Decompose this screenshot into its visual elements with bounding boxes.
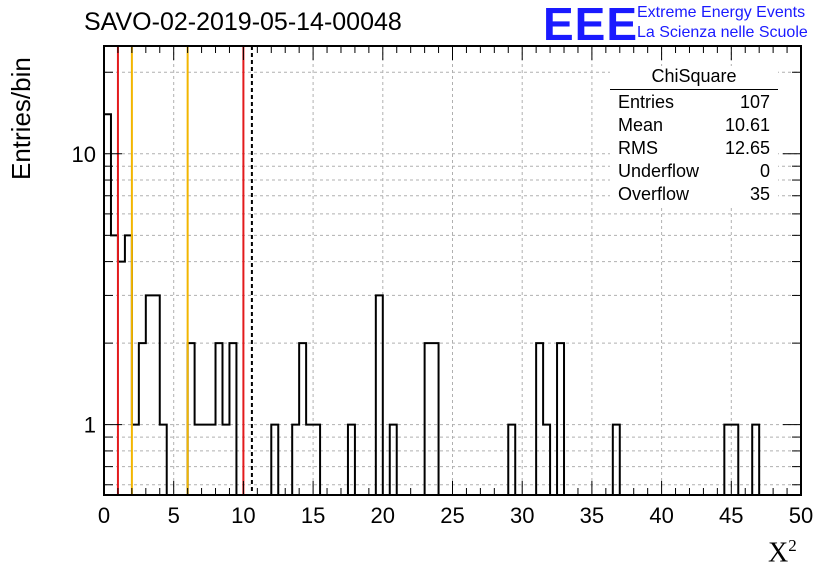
x-tick-label: 5	[168, 503, 180, 528]
histogram-bin	[557, 343, 564, 495]
histogram-bin	[188, 343, 195, 495]
histogram-bin	[195, 425, 202, 495]
run-title: SAVO-02-2019-05-14-00048	[84, 8, 402, 36]
x-tick-label: 40	[649, 503, 673, 528]
histogram-bin	[271, 425, 278, 495]
histogram-bin	[508, 425, 515, 495]
x-tick-label: 0	[98, 503, 110, 528]
x-axis-label: X2	[768, 536, 797, 569]
histogram-bin	[222, 425, 229, 495]
histogram-bin	[536, 343, 543, 495]
histogram-bin	[432, 343, 439, 495]
histogram-bin	[118, 262, 125, 495]
histogram-bin	[731, 425, 738, 495]
histogram-bin	[299, 343, 306, 495]
histogram-bin	[613, 425, 620, 495]
x-tick-label: 20	[371, 503, 395, 528]
histogram-bin	[139, 343, 146, 495]
stats-row-rms: RMS 12.65	[618, 138, 770, 158]
eee-logo: EEE	[543, 0, 639, 50]
logo-subtitle-line2: La Scienza nelle Scuole	[637, 24, 808, 41]
histogram-bin	[313, 425, 320, 495]
histogram-bin	[724, 425, 731, 495]
x-tick-label: 50	[789, 503, 813, 528]
histogram-bin	[125, 235, 132, 495]
x-tick-label: 10	[231, 503, 255, 528]
histogram-bin	[209, 425, 216, 495]
histogram-bin	[111, 235, 118, 495]
stats-row-overflow: Overflow 35	[618, 184, 770, 204]
histogram-bin	[104, 114, 111, 495]
stats-box: ChiSquare Entries 107 Mean 10.61 RMS 12.65 …	[610, 66, 778, 206]
stats-title: ChiSquare	[610, 66, 778, 90]
histogram-bin	[390, 425, 397, 495]
histogram-bin	[292, 425, 299, 495]
histogram-bin	[202, 425, 209, 495]
x-tick-label: 45	[719, 503, 743, 528]
stats-row-mean: Mean 10.61	[618, 115, 770, 135]
x-tick-label: 30	[510, 503, 534, 528]
histogram-bin	[752, 425, 759, 495]
histogram-bin	[216, 343, 223, 495]
histogram-bin	[160, 425, 167, 495]
histogram-bin	[132, 425, 139, 495]
stats-row-underflow: Underflow 0	[618, 161, 770, 181]
y-tick-label: 1	[84, 413, 96, 438]
histogram-bin	[306, 425, 313, 495]
histogram-bin	[425, 343, 432, 495]
x-tick-label: 15	[301, 503, 325, 528]
logo-subtitle-line1: Extreme Energy Events	[637, 4, 806, 21]
x-tick-label: 35	[580, 503, 604, 528]
histogram-bin	[229, 343, 236, 495]
histogram-bin	[376, 295, 383, 495]
y-tick-label: 10	[72, 142, 96, 167]
histogram-bin	[153, 295, 160, 495]
y-axis-label: Entries/bin	[6, 57, 36, 180]
histogram-bin	[146, 295, 153, 495]
x-tick-label: 25	[440, 503, 464, 528]
histogram-bin	[543, 425, 550, 495]
stats-row-entries: Entries 107	[618, 92, 770, 112]
histogram-bin	[348, 425, 355, 495]
